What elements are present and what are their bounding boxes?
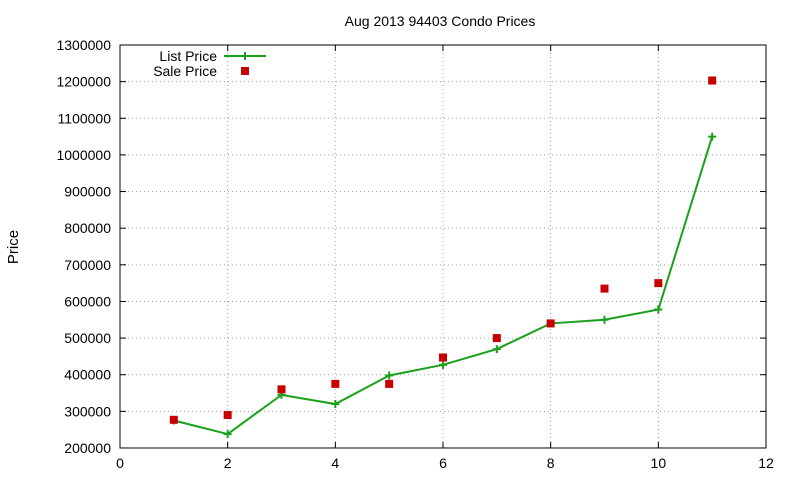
y-tick-label: 1100000 [58, 110, 112, 126]
x-tick-label: 0 [116, 455, 124, 471]
list-price-point [385, 371, 394, 380]
y-tick-label: 200000 [64, 440, 111, 456]
x-tick-label: 12 [758, 455, 774, 471]
x-tick-label: 4 [331, 455, 339, 471]
sale-price-point [385, 379, 394, 388]
y-tick-label: 900000 [64, 184, 111, 200]
sale-price-point [708, 76, 717, 85]
x-tick-label: 2 [224, 455, 232, 471]
legend-swatch-list-price-marker [241, 52, 249, 60]
series-layer [169, 76, 717, 439]
y-tick-label: 700000 [64, 257, 111, 273]
sale-price-point [169, 415, 178, 424]
x-tick-label: 8 [547, 455, 555, 471]
y-tick-label: 600000 [64, 293, 111, 309]
sale-price-point [546, 319, 555, 328]
sale-price-point [600, 284, 609, 293]
chart-title: Aug 2013 94403 Condo Prices [345, 13, 536, 29]
legend: List Price Sale Price [153, 48, 266, 79]
sale-price-point [654, 279, 663, 288]
y-tick-label: 500000 [64, 330, 111, 346]
list-price-point [331, 400, 340, 409]
sale-price-point [223, 411, 232, 420]
x-tick-label: 10 [651, 455, 667, 471]
y-axis-label: Price [5, 230, 22, 264]
x-tick-label: 6 [439, 455, 447, 471]
list-price-point [439, 360, 447, 369]
ticks-layer: 200000 300000 400000 500000 600000 700000 8000… [56, 37, 774, 471]
y-tick-label: 1200000 [56, 74, 111, 90]
list-price-point [708, 132, 717, 141]
sale-price-point [492, 334, 501, 343]
legend-swatch-sale-price [241, 67, 249, 75]
list-price-point [223, 430, 232, 439]
legend-label-list-price: List Price [159, 48, 217, 64]
sale-price-point [439, 353, 447, 362]
list-price-point [600, 315, 609, 324]
list-price-point [492, 345, 501, 354]
y-tick-label: 400000 [64, 367, 111, 383]
y-tick-label: 1300000 [56, 37, 111, 53]
list-price-point [654, 305, 663, 314]
y-tick-label: 300000 [64, 403, 111, 419]
sale-price-point [331, 379, 340, 388]
y-tick-label: 1000000 [56, 147, 111, 163]
legend-label-sale-price: Sale Price [153, 63, 217, 79]
y-tick-label: 800000 [64, 220, 111, 236]
sale-price-point [277, 385, 286, 394]
